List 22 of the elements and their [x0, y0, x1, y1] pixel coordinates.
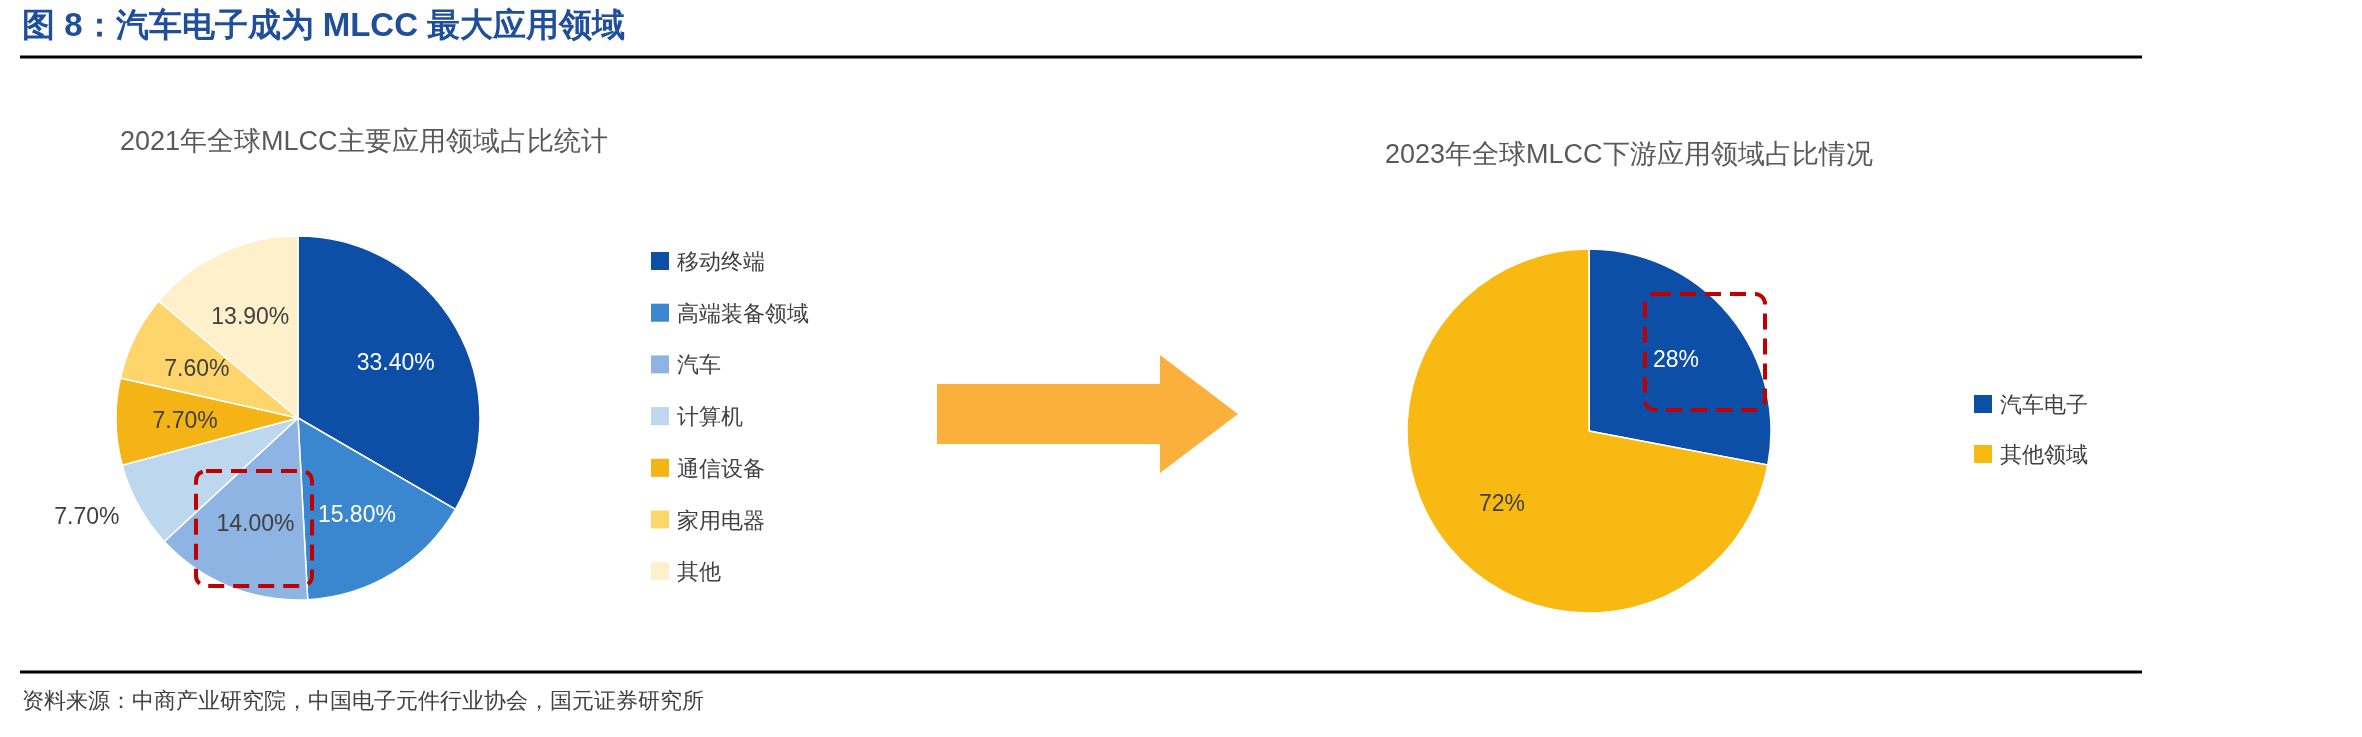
- chart-title: 2021年全球MLCC主要应用领域占比统计: [120, 126, 608, 156]
- chart-title: 2023年全球MLCC下游应用领域占比情况: [1385, 139, 1873, 169]
- text: 资料来源：中商产业研究院，中国电子元件行业协会，国元证券研究所: [22, 688, 704, 713]
- data-label: 72%: [1479, 489, 1526, 516]
- legend-label: 汽车: [677, 352, 721, 378]
- data-label: 7.70%: [54, 503, 120, 530]
- data-label: 7.70%: [152, 407, 218, 434]
- caption: 图 8：汽车电子成为 MLCC 最大应用领域: [22, 6, 626, 43]
- data-label: 7.60%: [164, 354, 230, 381]
- legend-label: 移动终端: [677, 249, 765, 274]
- data-label: 14.00%: [216, 509, 295, 536]
- data-label: 15.80%: [317, 501, 396, 528]
- data-label: 28%: [1652, 346, 1699, 373]
- legend-label: 高端装备领域: [677, 300, 809, 326]
- legend-label: 汽车电子: [2000, 392, 2088, 417]
- legend-label: 其他: [677, 559, 721, 585]
- legend-label: 通信设备: [677, 455, 765, 481]
- data-label: 13.90%: [211, 302, 290, 329]
- legend-label: 其他领域: [2000, 442, 2088, 467]
- legend-label: 计算机: [677, 404, 743, 430]
- data-label: 33.40%: [356, 348, 435, 375]
- legend-label: 家用电器: [677, 507, 765, 533]
